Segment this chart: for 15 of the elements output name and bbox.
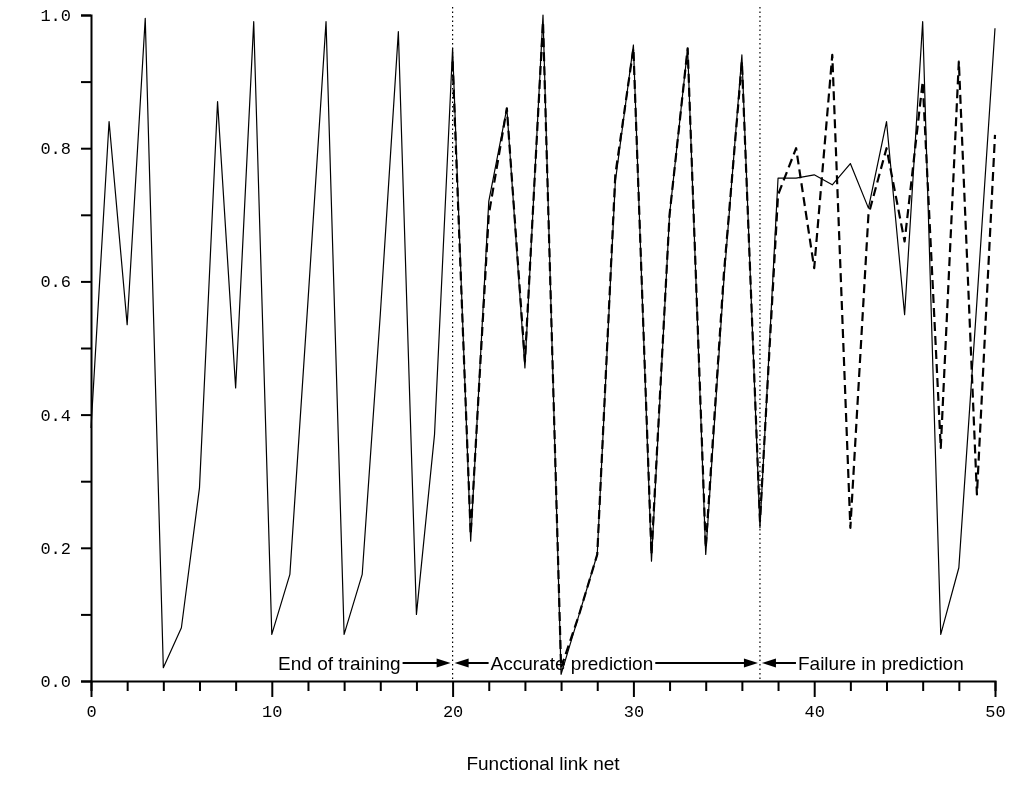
x-tick-label: 0 xyxy=(86,703,97,723)
annotation: End of training xyxy=(278,653,401,674)
y-tick-label: 0.0 xyxy=(40,672,71,692)
y-tick-label: 0.6 xyxy=(40,273,71,293)
y-tick-label: 0.2 xyxy=(40,539,71,559)
y-tick-label: 1.0 xyxy=(40,6,71,26)
y-tick-label: 0.8 xyxy=(40,140,71,160)
x-tick-label: 10 xyxy=(262,703,283,723)
x-tick-label: 20 xyxy=(442,703,464,723)
x-tick-label: 40 xyxy=(804,703,825,723)
annotation: Failure in prediction xyxy=(797,653,964,674)
y-tick-label: 0.4 xyxy=(40,406,71,426)
x-axis-title: Functional link net xyxy=(466,753,621,774)
x-tick-label: 30 xyxy=(623,703,645,723)
x-tick-label: 50 xyxy=(985,703,1006,723)
